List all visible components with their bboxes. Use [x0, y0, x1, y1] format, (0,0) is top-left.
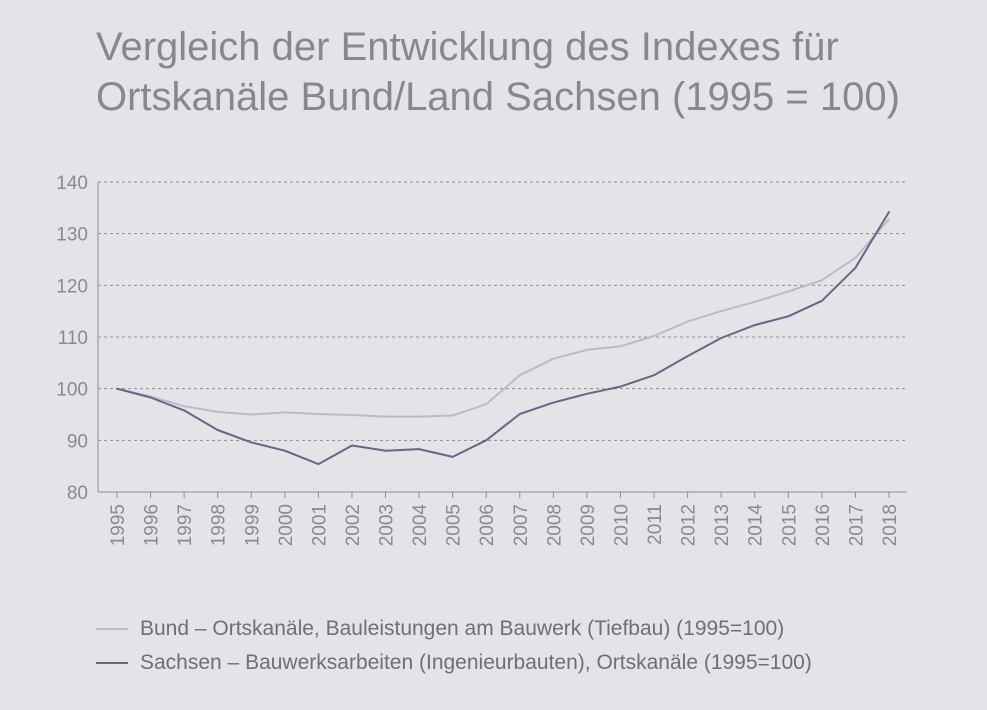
- x-tick-label: 2012: [679, 504, 700, 546]
- x-tick-label: 2000: [276, 504, 297, 546]
- y-tick-label: 130: [56, 225, 88, 246]
- legend-swatch-bund: [96, 628, 128, 630]
- x-tick-label: 2007: [511, 504, 532, 546]
- x-tick-label: 2006: [477, 504, 498, 546]
- y-tick-label: 100: [56, 380, 88, 401]
- x-tick-label: 2016: [813, 504, 834, 546]
- legend-label-sachsen: Sachsen – Bauwerksarbeiten (Ingenieurbau…: [140, 651, 812, 674]
- chart-title-line-2: Ortskanäle Bund/Land Sachsen (1995 = 100…: [96, 75, 900, 119]
- x-tick-label: 2013: [712, 504, 733, 546]
- x-tick-label: 2005: [444, 504, 465, 546]
- x-tick-label: 2008: [544, 504, 565, 546]
- x-tick-label: 1995: [108, 504, 129, 546]
- series-line-sachsen: [116, 211, 890, 466]
- grid-lines: [98, 181, 907, 441]
- legend-swatch-sachsen: [96, 662, 128, 664]
- legend: Bund – Ortskanäle, Bauleistungen am Bauw…: [96, 612, 812, 680]
- x-tick-label: 2011: [645, 504, 666, 545]
- x-tick-label: 2015: [779, 504, 800, 546]
- series-lines: [116, 211, 890, 466]
- x-tick-label: 2002: [343, 504, 364, 546]
- x-tick-label: 1999: [242, 504, 263, 546]
- x-tick-label: 2003: [377, 504, 398, 546]
- y-tick-label: 80: [67, 483, 88, 504]
- chart-title-line-1: Vergleich der Entwicklung des Indexes fü…: [96, 25, 839, 69]
- x-tick-label: 2004: [410, 504, 431, 547]
- y-tick-label: 90: [67, 431, 88, 452]
- y-tick-label: 140: [56, 173, 88, 194]
- x-tick-label: 2009: [578, 504, 599, 546]
- series-line-bund: [116, 218, 890, 418]
- x-tick-label: 2018: [880, 504, 901, 546]
- legend-label-bund: Bund – Ortskanäle, Bauleistungen am Bauw…: [140, 617, 785, 640]
- x-tick-label: 2017: [846, 504, 867, 546]
- line-chart: 80 90 100 110 120 130 140 1995 1996 1997 1998 1999…: [56, 173, 907, 547]
- x-tick-label: 2001: [309, 504, 330, 546]
- y-tick-label: 110: [58, 328, 88, 349]
- legend-item-bund: Bund – Ortskanäle, Bauleistungen am Bauw…: [96, 612, 812, 646]
- y-tick-label: 120: [56, 276, 88, 297]
- x-tick-label: 1998: [209, 504, 230, 546]
- x-tick-labels: 1995 1996 1997 1998 1999 2000 2001 2002 2003 2004…: [108, 504, 901, 547]
- y-tick-labels: 80 90 100 110 120 130 140: [56, 173, 88, 504]
- axes: [97, 182, 907, 498]
- chart-title: Vergleich der Entwicklung des Indexes fü…: [96, 22, 976, 122]
- x-tick-label: 1997: [175, 504, 196, 546]
- x-tick-label: 2014: [746, 504, 767, 547]
- x-tick-label: 1996: [142, 504, 163, 546]
- x-tick-label: 2010: [611, 504, 632, 546]
- legend-item-sachsen: Sachsen – Bauwerksarbeiten (Ingenieurbau…: [96, 646, 812, 680]
